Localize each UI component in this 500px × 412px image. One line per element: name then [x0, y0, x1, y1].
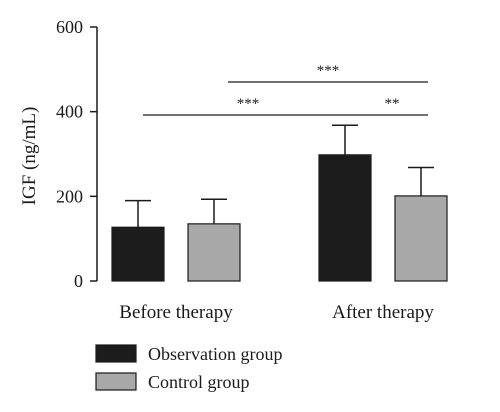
significance-brackets: *** ***** [143, 63, 428, 116]
y-tick-label: 0 [74, 271, 83, 291]
legend-label: Control group [148, 372, 250, 392]
significance-label: *** [317, 63, 340, 79]
y-axis-label: IGF (ng/mL) [19, 107, 40, 206]
significance-label: *** [237, 96, 260, 112]
y-tick-label: 200 [56, 186, 83, 206]
axes: 0 200 400 600 IGF (ng/mL) Before therapy After… [19, 17, 434, 323]
x-tick-label: After therapy [332, 302, 434, 323]
legend: Observation group Control group [95, 344, 282, 392]
x-tick-label: Before therapy [119, 302, 233, 323]
legend-swatch-observation-group [95, 344, 137, 363]
bar-control-group [187, 223, 241, 282]
legend-swatch-control-group [95, 372, 137, 391]
legend-label: Observation group [148, 344, 282, 364]
bar-control-group [394, 195, 448, 282]
bar-observation-group [111, 226, 165, 282]
bars [111, 124, 448, 282]
significance-label: ** [385, 96, 400, 112]
y-tick-label: 400 [56, 102, 83, 122]
bar-observation-group [318, 154, 372, 282]
y-tick-label: 600 [56, 17, 83, 37]
